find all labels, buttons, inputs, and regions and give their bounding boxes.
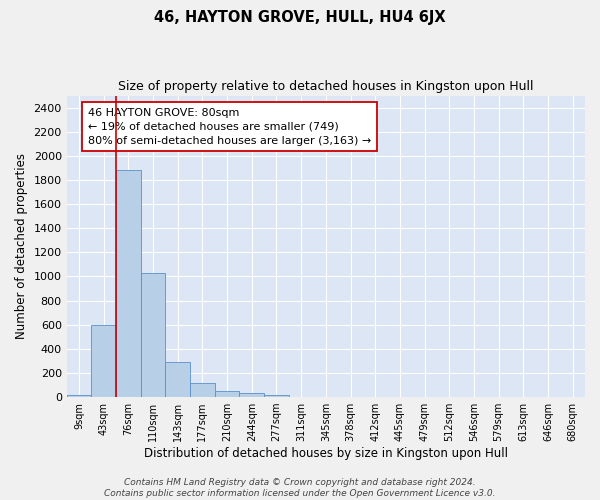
Bar	[91, 324, 116, 397]
Text: 46, HAYTON GROVE, HULL, HU4 6JX: 46, HAYTON GROVE, HULL, HU4 6JX	[154, 10, 446, 25]
Text: Contains HM Land Registry data © Crown copyright and database right 2024.
Contai: Contains HM Land Registry data © Crown c…	[104, 478, 496, 498]
Y-axis label: Number of detached properties: Number of detached properties	[15, 154, 28, 340]
Bar	[166, 362, 190, 397]
Bar	[239, 394, 264, 397]
Bar	[116, 170, 141, 397]
Bar	[190, 383, 215, 397]
X-axis label: Distribution of detached houses by size in Kingston upon Hull: Distribution of detached houses by size …	[144, 447, 508, 460]
Text: 46 HAYTON GROVE: 80sqm
← 19% of detached houses are smaller (749)
80% of semi-de: 46 HAYTON GROVE: 80sqm ← 19% of detached…	[88, 108, 371, 146]
Bar	[67, 394, 91, 397]
Bar	[141, 273, 166, 397]
Bar	[264, 394, 289, 397]
Title: Size of property relative to detached houses in Kingston upon Hull: Size of property relative to detached ho…	[118, 80, 533, 93]
Bar	[215, 391, 239, 397]
